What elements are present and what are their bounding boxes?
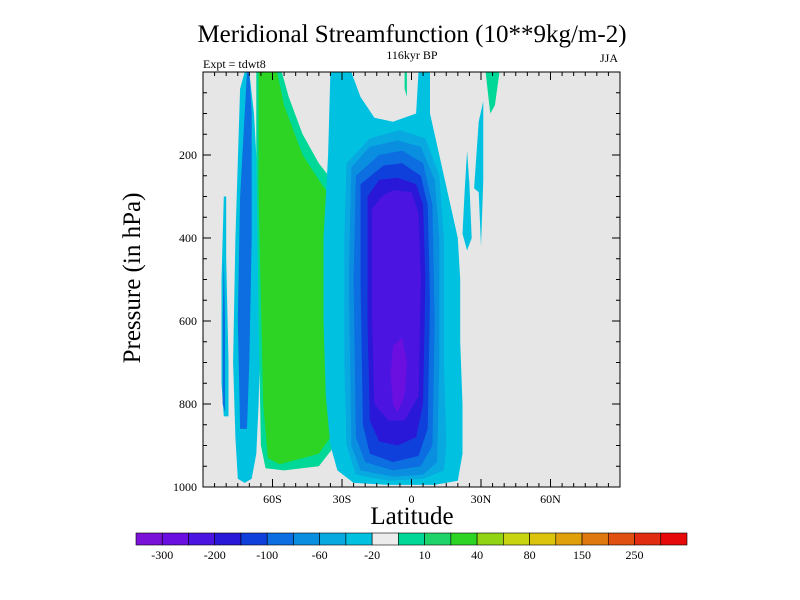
colorbar-label: 80	[524, 548, 536, 562]
contour-cell-indigo	[372, 190, 421, 421]
contour-ne-cyan-2	[462, 150, 472, 251]
y-tick-label: 1000	[173, 480, 197, 494]
colorbar-swatch	[135, 532, 163, 546]
x-axis: 60S 30S 0 30N 60N	[214, 72, 609, 506]
colorbar-swatch	[555, 532, 583, 546]
colorbar-swatch	[293, 532, 320, 546]
colorbar-label: -100	[256, 548, 278, 562]
colorbar-label: 10	[419, 548, 431, 562]
left-subtitle: Expt = tdwt8	[203, 57, 266, 71]
right-subtitle: JJA	[600, 51, 618, 65]
colorbar-label: -300	[151, 548, 173, 562]
colorbar-swatch	[214, 532, 242, 546]
y-tick-label: 200	[179, 148, 197, 162]
colorbar-swatch	[161, 532, 189, 546]
colorbar-swatch	[634, 532, 662, 546]
colorbar-swatch	[581, 532, 609, 546]
x-tick-label: 60S	[263, 492, 282, 506]
contour-ne-cyan-1	[474, 101, 484, 247]
y-tick-label: 800	[179, 397, 197, 411]
colorbar-swatch	[503, 532, 530, 546]
plot-area	[202, 71, 621, 488]
contour-outer-blue	[237, 72, 252, 429]
colorbar-swatch	[371, 532, 399, 546]
colorbar-swatch	[188, 532, 216, 546]
x-tick-label: 30S	[333, 492, 352, 506]
colorbar-label: 250	[626, 548, 644, 562]
colorbar-swatch	[529, 532, 557, 546]
x-tick-label: 30N	[471, 492, 492, 506]
contour-fills	[221, 72, 500, 485]
colorbar-swatch	[660, 532, 688, 546]
colorbar-label: 150	[573, 548, 591, 562]
contour-eq-green	[404, 72, 407, 97]
center-subtitle: 116kyr BP	[386, 48, 438, 62]
colorbar-label: -200	[204, 548, 226, 562]
colorbar-swatch	[319, 532, 347, 546]
colorbar-swatch	[450, 532, 478, 546]
contour-sh-green	[258, 72, 335, 465]
y-tick-label: 400	[179, 231, 197, 245]
colorbar-swatch	[424, 532, 452, 546]
colorbar-swatch	[476, 532, 504, 546]
contour-cell-purple	[390, 337, 407, 413]
x-axis-label: Latitude	[370, 503, 453, 530]
colorbar: -300 -200 -100 -60 -20 10 40 80 150 250	[135, 532, 688, 562]
colorbar-swatch	[266, 532, 294, 546]
colorbar-swatch	[240, 532, 268, 546]
x-tick-label: 60N	[540, 492, 561, 506]
colorbar-label: -60	[312, 548, 328, 562]
y-axis: 200 400 600 800 1000	[173, 92, 620, 494]
contour-west-blue	[222, 258, 225, 413]
contour-ne-green	[485, 72, 500, 114]
colorbar-swatch	[398, 532, 425, 546]
colorbar-label: -20	[364, 548, 380, 562]
colorbar-label: 40	[471, 548, 483, 562]
x-tick-label: 0	[409, 492, 415, 506]
colorbar-swatch	[345, 532, 373, 546]
y-tick-label: 600	[179, 314, 197, 328]
y-axis-label: Pressure (in hPa)	[119, 193, 146, 364]
colorbar-swatch	[607, 532, 635, 546]
chart-title: Meridional Streamfunction (10**9kg/m-2)	[197, 21, 626, 48]
